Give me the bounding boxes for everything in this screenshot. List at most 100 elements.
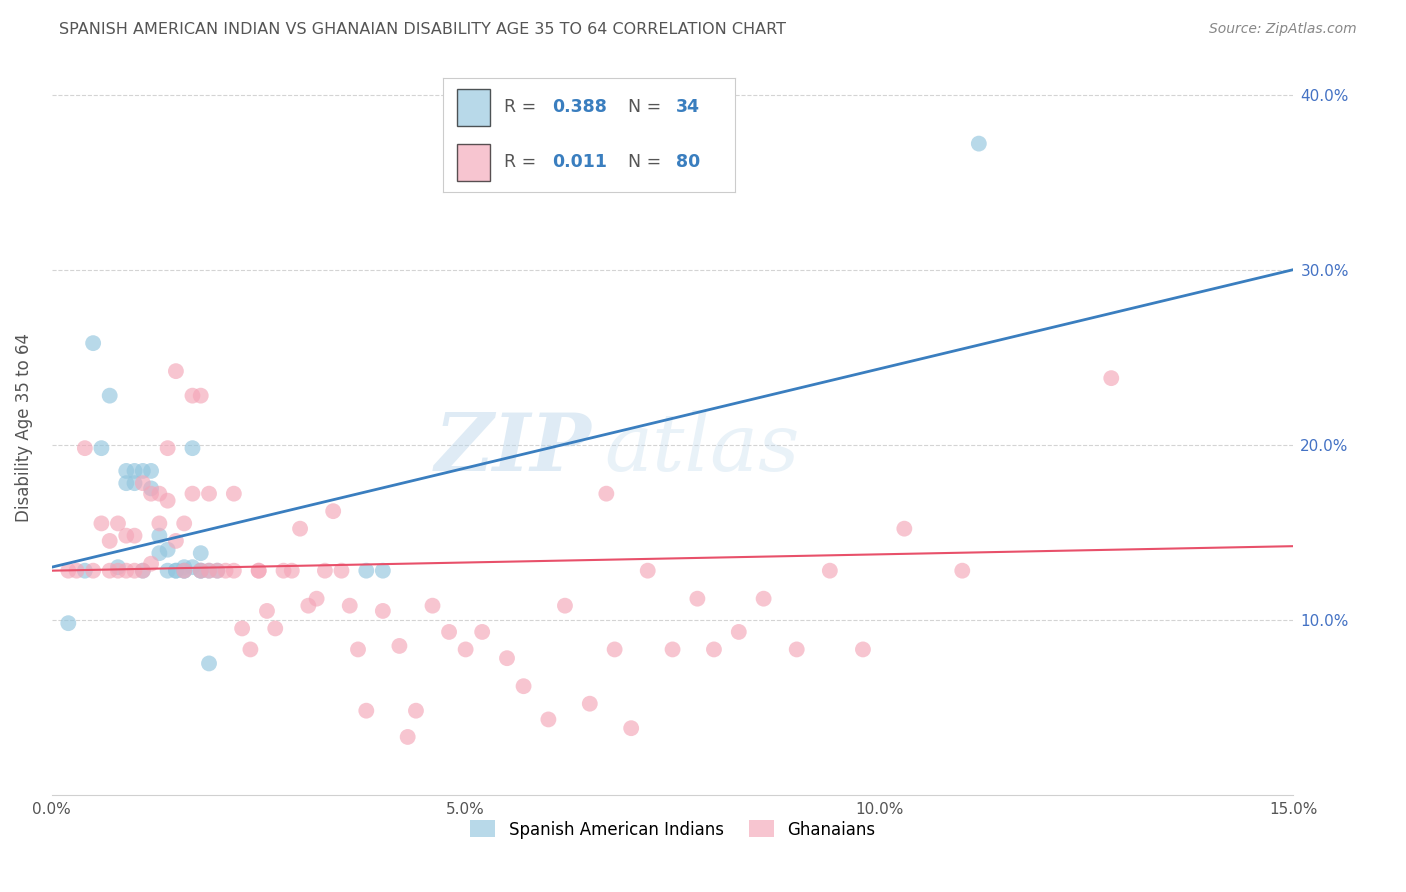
Point [595, 486, 617, 500]
Point [156, 493, 179, 508]
Point [165, 564, 187, 578]
Point [356, 704, 378, 718]
Point [148, 486, 170, 500]
Point [156, 564, 179, 578]
Point [1099, 371, 1122, 385]
Point [73, 564, 96, 578]
Point [107, 564, 129, 578]
Text: atlas: atlas [605, 410, 800, 488]
Point [405, 704, 427, 718]
Point [305, 591, 328, 606]
Point [190, 564, 212, 578]
Point [422, 599, 444, 613]
Point [139, 557, 162, 571]
Text: ZIP: ZIP [434, 410, 592, 488]
Point [58, 616, 80, 631]
Point [190, 389, 212, 403]
Point [165, 533, 187, 548]
Point [165, 364, 187, 378]
Point [214, 564, 236, 578]
Point [273, 564, 295, 578]
Point [173, 564, 195, 578]
Point [264, 622, 287, 636]
Point [124, 564, 146, 578]
Point [198, 564, 221, 578]
Point [132, 564, 155, 578]
Point [727, 624, 749, 639]
Point [139, 464, 162, 478]
Point [314, 564, 336, 578]
Point [198, 564, 221, 578]
Point [603, 642, 626, 657]
Point [73, 441, 96, 455]
Point [139, 486, 162, 500]
Point [173, 564, 195, 578]
Point [297, 599, 319, 613]
Legend: Spanish American Indians, Ghanaians: Spanish American Indians, Ghanaians [464, 814, 882, 846]
Point [181, 486, 204, 500]
Y-axis label: Disability Age 35 to 64: Disability Age 35 to 64 [15, 333, 32, 522]
Point [148, 546, 170, 560]
Point [115, 476, 138, 491]
Point [222, 564, 245, 578]
Point [132, 476, 155, 491]
Point [124, 529, 146, 543]
Point [181, 389, 204, 403]
Point [156, 441, 179, 455]
Point [496, 651, 519, 665]
Point [124, 464, 146, 478]
Point [893, 522, 915, 536]
Point [90, 441, 112, 455]
Point [207, 564, 229, 578]
Point [967, 136, 990, 151]
Point [388, 639, 411, 653]
Point [686, 591, 709, 606]
Point [181, 560, 204, 574]
Point [98, 389, 121, 403]
Point [115, 564, 138, 578]
Point [578, 697, 600, 711]
Point [132, 564, 155, 578]
Point [371, 564, 394, 578]
Point [371, 604, 394, 618]
Point [347, 642, 370, 657]
Point [98, 564, 121, 578]
Point [207, 564, 229, 578]
Point [512, 679, 534, 693]
Point [256, 604, 278, 618]
Point [190, 564, 212, 578]
Point [852, 642, 875, 657]
Text: SPANISH AMERICAN INDIAN VS GHANAIAN DISABILITY AGE 35 TO 64 CORRELATION CHART: SPANISH AMERICAN INDIAN VS GHANAIAN DISA… [59, 22, 786, 37]
Point [703, 642, 725, 657]
Point [124, 476, 146, 491]
Point [786, 642, 808, 657]
Point [281, 564, 304, 578]
Point [239, 642, 262, 657]
Point [231, 622, 253, 636]
Point [198, 486, 221, 500]
Point [554, 599, 576, 613]
Text: Source: ZipAtlas.com: Source: ZipAtlas.com [1209, 22, 1357, 37]
Point [90, 516, 112, 531]
Point [190, 546, 212, 560]
Point [356, 564, 378, 578]
Point [115, 529, 138, 543]
Point [82, 336, 104, 351]
Point [471, 624, 494, 639]
Point [98, 533, 121, 548]
Point [173, 560, 195, 574]
Point [107, 560, 129, 574]
Point [288, 522, 311, 536]
Point [65, 564, 87, 578]
Point [173, 564, 195, 578]
Point [165, 564, 187, 578]
Point [247, 564, 270, 578]
Point [454, 642, 477, 657]
Point [107, 516, 129, 531]
Point [950, 564, 973, 578]
Point [637, 564, 659, 578]
Point [322, 504, 344, 518]
Point [396, 730, 419, 744]
Point [339, 599, 361, 613]
Point [247, 564, 270, 578]
